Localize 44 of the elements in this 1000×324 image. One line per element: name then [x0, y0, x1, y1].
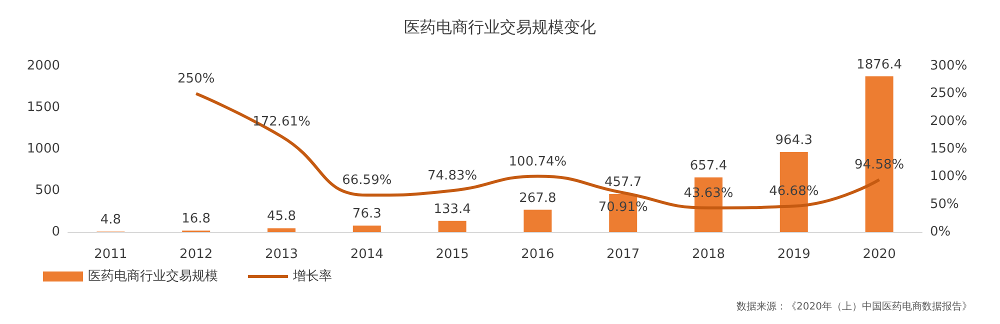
x-tick-label: 2011 — [94, 247, 128, 262]
y-tick-label: 1500 — [26, 100, 60, 115]
data-label: 657.4 — [690, 158, 728, 174]
y2-tick-label: 50% — [930, 196, 959, 212]
data-label: 267.8 — [519, 190, 556, 206]
y-tick-label: 2000 — [26, 58, 60, 74]
x-tick-label: 2015 — [436, 247, 469, 262]
y2-tick-label: 200% — [930, 114, 968, 129]
x-tick-label: 2012 — [180, 247, 213, 262]
legend-label: 医药电商行业交易规模 — [88, 268, 218, 284]
y-tick-label: 500 — [35, 183, 60, 198]
x-tick-label: 2017 — [606, 247, 640, 262]
data-label: 100.74% — [508, 154, 567, 170]
bar — [438, 220, 466, 232]
y2-tick-label: 300% — [930, 58, 968, 74]
x-tick-label: 2018 — [692, 247, 726, 262]
data-label: 250% — [178, 72, 215, 87]
y2-tick-label: 150% — [930, 142, 968, 156]
data-label: 964.3 — [775, 132, 813, 148]
x-tick-label: 2016 — [521, 247, 554, 262]
data-label: 66.59% — [342, 173, 392, 188]
bar — [524, 210, 552, 232]
y-tick-label: 1000 — [26, 142, 60, 156]
y-tick-label: 0 — [52, 224, 60, 240]
y2-tick-label: 250% — [930, 86, 968, 102]
data-label: 457.7 — [604, 175, 642, 190]
y2-tick-label: 100% — [930, 169, 968, 184]
data-label: 1876.4 — [856, 57, 902, 72]
y2-tick-label: 0% — [930, 224, 951, 240]
data-label: 16.8 — [182, 212, 211, 227]
data-label: 4.8 — [100, 212, 122, 228]
x-tick-label: 2013 — [264, 247, 298, 262]
x-tick-label: 2020 — [862, 247, 896, 262]
legend-label: 增长率 — [292, 268, 332, 284]
data-label: 45.8 — [267, 209, 296, 224]
chart-title: 医药电商行业交易规模变化 — [404, 18, 596, 36]
data-label: 76.3 — [352, 206, 382, 222]
data-label: 74.83% — [428, 168, 478, 184]
x-tick-label: 2014 — [350, 247, 384, 262]
source-note: 数据来源：《2020年（上）中国医药电商数据报告》 — [736, 300, 972, 312]
bar — [352, 226, 381, 232]
x-tick-label: 2019 — [777, 247, 810, 262]
bar — [268, 228, 296, 232]
data-label: 133.4 — [434, 202, 471, 217]
